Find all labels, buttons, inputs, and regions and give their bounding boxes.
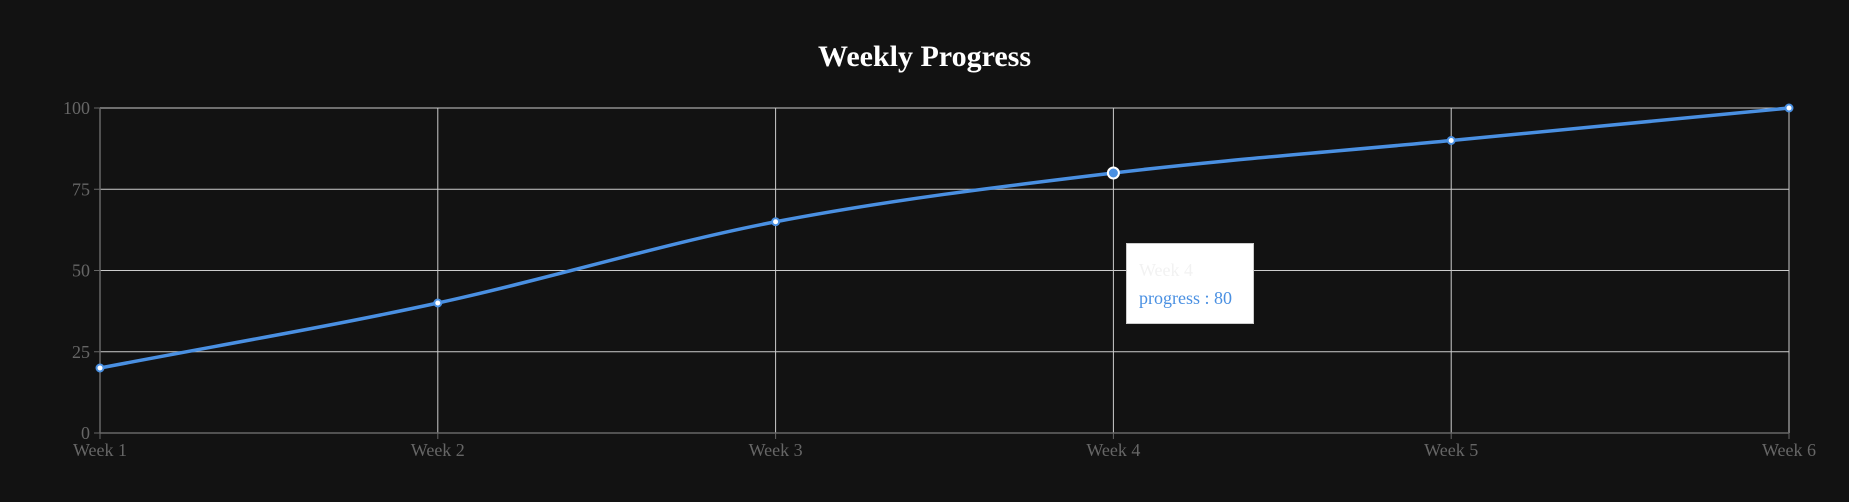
x-tick-label: Week 5 (1424, 440, 1478, 460)
x-tick-label: Week 1 (73, 440, 127, 460)
x-tick-label: Week 2 (411, 440, 465, 460)
data-point (771, 217, 781, 227)
series-line-progress (99, 106, 1790, 370)
x-tick-label: Week 3 (749, 440, 803, 460)
data-point (1784, 103, 1794, 113)
data-point (95, 363, 105, 373)
data-point (1446, 136, 1456, 145)
tooltip-label: Week 4 (1139, 260, 1194, 280)
y-tick-label: 100 (63, 98, 90, 118)
y-tick-label: 0 (81, 423, 90, 443)
y-tick-label: 75 (72, 179, 90, 199)
y-tick-label: 50 (72, 261, 90, 281)
y-tick-label: 25 (72, 342, 90, 362)
active-data-point (1106, 166, 1120, 180)
chart-title: Weekly Progress (817, 40, 1032, 73)
tooltip-value: progress : 80 (1139, 288, 1232, 308)
chart-tooltip: Week 4 progress : 80 (1126, 243, 1254, 324)
x-tick-label: Week 6 (1762, 440, 1816, 460)
data-point (433, 298, 443, 308)
x-tick-label: Week 4 (1086, 440, 1140, 460)
